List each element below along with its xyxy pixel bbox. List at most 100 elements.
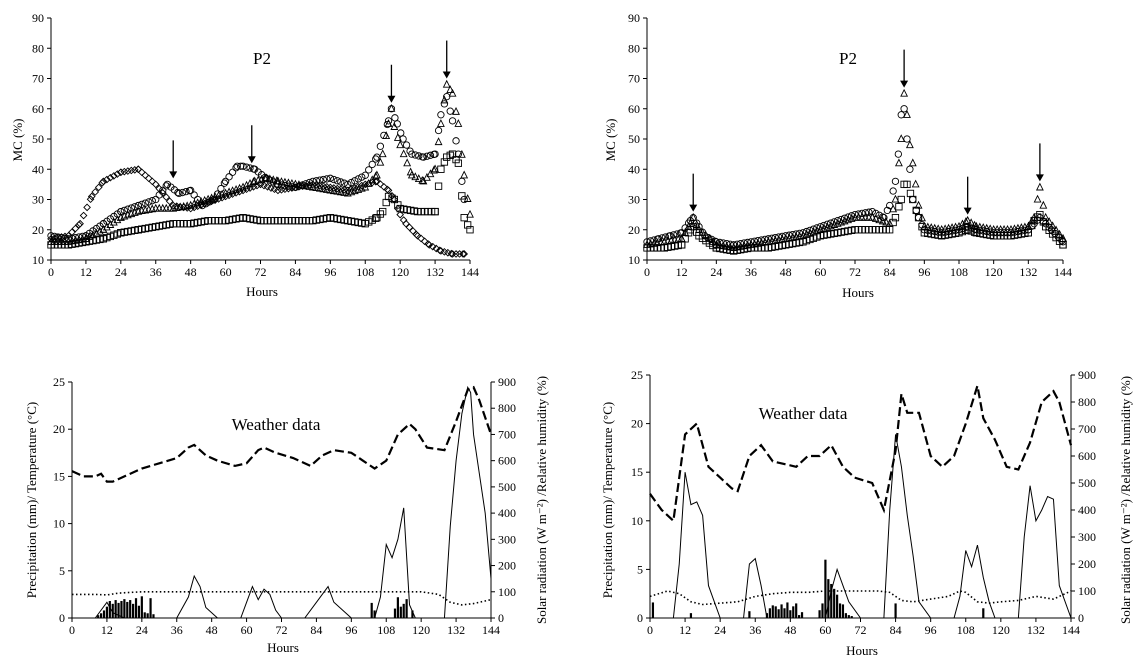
circle-point — [148, 197, 156, 205]
triangle-point — [284, 178, 293, 187]
precipitation-bar — [833, 588, 836, 618]
y-tick-label: 50 — [32, 132, 44, 146]
triangle-point — [242, 180, 251, 189]
circle-point — [900, 105, 908, 113]
precipitation-bar — [792, 606, 795, 618]
circle-point — [228, 168, 237, 176]
diamond-point — [447, 249, 456, 258]
y-axis-label: MC (%) — [10, 119, 25, 162]
circle-point — [351, 177, 359, 185]
circle-point — [340, 179, 348, 187]
y2-tick-label: 700 — [498, 427, 516, 441]
triangle-point — [340, 188, 349, 196]
circle-point — [152, 195, 160, 204]
square-point — [376, 210, 385, 218]
diamond-point — [193, 202, 202, 210]
circle-point — [190, 191, 198, 199]
x-tick-label: 0 — [48, 265, 54, 279]
triangle-point — [378, 149, 387, 158]
x-tick-label: 72 — [255, 265, 267, 279]
y-tick-label: 25 — [53, 375, 65, 389]
circle-point — [458, 177, 466, 186]
circle-point — [448, 117, 457, 125]
precipitation-bar — [126, 601, 129, 618]
x-tick-label: 120 — [412, 623, 430, 637]
precipitation-bar — [830, 583, 833, 618]
x-tick-label: 96 — [918, 265, 930, 279]
x-axis-label: Hours — [842, 285, 874, 300]
x-tick-label: 48 — [185, 265, 197, 279]
y-tick-label: 20 — [628, 223, 640, 237]
precipitation-bar — [836, 594, 839, 618]
diamond-point — [246, 184, 254, 192]
x-tick-label: 96 — [925, 623, 937, 637]
diamond-point — [239, 186, 247, 195]
chart-title: P2 — [253, 49, 271, 68]
circle-point — [220, 179, 229, 187]
circle-point — [408, 150, 416, 158]
diamond-point — [144, 174, 153, 183]
circle-point — [446, 107, 454, 115]
square-point — [912, 206, 920, 215]
circle-point — [242, 163, 251, 171]
circle-point — [333, 177, 341, 185]
y-tick-label: 50 — [628, 132, 640, 146]
y2-tick-label: 700 — [1078, 422, 1096, 436]
triangle-point — [281, 177, 289, 186]
x-tick-label: 108 — [377, 623, 395, 637]
circle-point — [402, 141, 411, 149]
triangle-point — [403, 158, 412, 167]
diamond-point — [396, 210, 405, 219]
diamond-point — [221, 192, 230, 201]
triangle-point — [454, 119, 463, 127]
precipitation-bar — [824, 559, 827, 618]
triangle-point — [908, 158, 917, 167]
y2-tick-label: 900 — [1078, 368, 1096, 382]
y-tick-label: 25 — [631, 368, 643, 382]
circle-point — [330, 175, 338, 184]
x-tick-label: 108 — [957, 623, 975, 637]
y-tick-label: 90 — [32, 11, 44, 25]
x-tick-label: 120 — [992, 623, 1010, 637]
square-point — [446, 151, 454, 159]
triangle-point — [1039, 200, 1048, 209]
precipitation-bar — [689, 613, 693, 618]
y-tick-label: 70 — [32, 72, 44, 86]
precipitation-bar — [800, 612, 804, 618]
triangle-point — [277, 177, 286, 186]
y2-tick-label: 400 — [498, 506, 516, 520]
solid-series-line — [72, 385, 492, 619]
diamond-point — [91, 188, 100, 196]
diamond-point — [232, 189, 240, 197]
y2-tick-label: 900 — [498, 375, 516, 389]
circle-point — [358, 173, 366, 181]
circle-point — [217, 184, 225, 193]
y-tick-label: 0 — [637, 611, 643, 625]
circle-point — [897, 111, 905, 119]
triangle-point — [903, 109, 911, 118]
y-tick-label: 40 — [628, 162, 640, 176]
y2-tick-label: 500 — [498, 480, 516, 494]
triangle-point — [962, 217, 970, 225]
precipitation-bar — [651, 602, 655, 618]
mc-chart-right: 0 12 24 36 48 60 72 84 96 108 120 132 144 10 20 30 40 50 6… — [603, 11, 1072, 300]
square-point — [903, 180, 911, 189]
triangle-point — [287, 178, 296, 187]
circle-point — [894, 150, 902, 158]
circle-point — [909, 195, 917, 204]
y2-tick-label: 100 — [1078, 584, 1096, 598]
triangle-point — [305, 181, 314, 190]
triangle-point — [265, 174, 274, 183]
circle-point — [344, 180, 352, 189]
x-tick-label: 96 — [345, 623, 357, 637]
precipitation-bar — [137, 605, 141, 618]
diamond-point — [106, 173, 115, 182]
y-tick-label: 90 — [628, 11, 640, 25]
weather-chart-left: 0 12 24 36 48 60 72 84 96 108 120 132 14405101520250… — [24, 375, 549, 655]
precipitation-bar — [143, 612, 146, 618]
diamond-point — [249, 182, 258, 191]
triangle-point — [396, 140, 405, 149]
precipitation-bar — [850, 616, 853, 618]
dashed-series-line — [71, 385, 493, 483]
square-point — [431, 207, 439, 216]
